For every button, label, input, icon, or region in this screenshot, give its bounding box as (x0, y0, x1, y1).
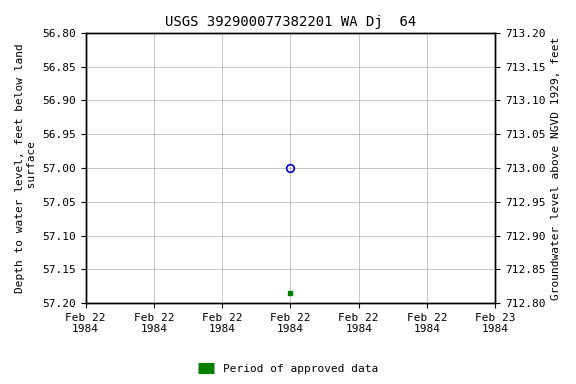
Y-axis label: Depth to water level, feet below land
 surface: Depth to water level, feet below land su… (15, 43, 37, 293)
Title: USGS 392900077382201 WA Dj  64: USGS 392900077382201 WA Dj 64 (165, 15, 416, 29)
Legend: Period of approved data: Period of approved data (193, 359, 383, 379)
Y-axis label: Groundwater level above NGVD 1929, feet: Groundwater level above NGVD 1929, feet (551, 36, 561, 300)
